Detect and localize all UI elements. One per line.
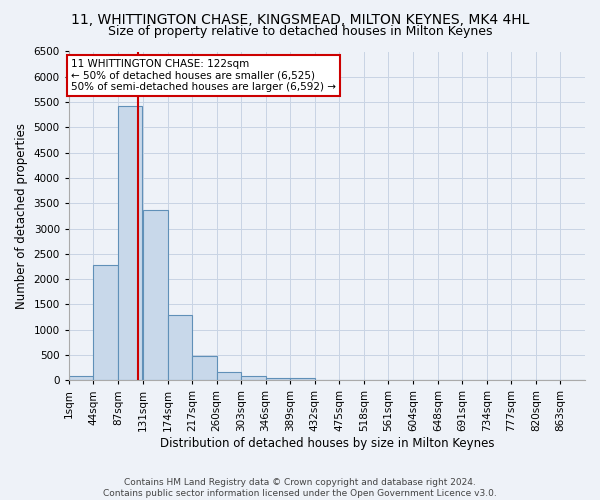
Text: 11, WHITTINGTON CHASE, KINGSMEAD, MILTON KEYNES, MK4 4HL: 11, WHITTINGTON CHASE, KINGSMEAD, MILTON… (71, 12, 529, 26)
Bar (143, 210, 167, 380)
Bar (290, 378, 314, 380)
Bar (94, 265, 118, 380)
Bar (69, 376, 94, 380)
Text: Size of property relative to detached houses in Milton Keynes: Size of property relative to detached ho… (108, 25, 492, 38)
Text: Contains HM Land Registry data © Crown copyright and database right 2024.
Contai: Contains HM Land Registry data © Crown c… (103, 478, 497, 498)
Y-axis label: Number of detached properties: Number of detached properties (15, 123, 28, 309)
Text: 11 WHITTINGTON CHASE: 122sqm
← 50% of detached houses are smaller (6,525)
50% of: 11 WHITTINGTON CHASE: 122sqm ← 50% of de… (71, 59, 336, 92)
Bar (118, 106, 142, 380)
Bar (217, 372, 241, 380)
Bar (241, 376, 266, 380)
Bar (192, 356, 217, 380)
Bar (167, 314, 192, 380)
X-axis label: Distribution of detached houses by size in Milton Keynes: Distribution of detached houses by size … (160, 437, 494, 450)
Bar (266, 378, 290, 380)
